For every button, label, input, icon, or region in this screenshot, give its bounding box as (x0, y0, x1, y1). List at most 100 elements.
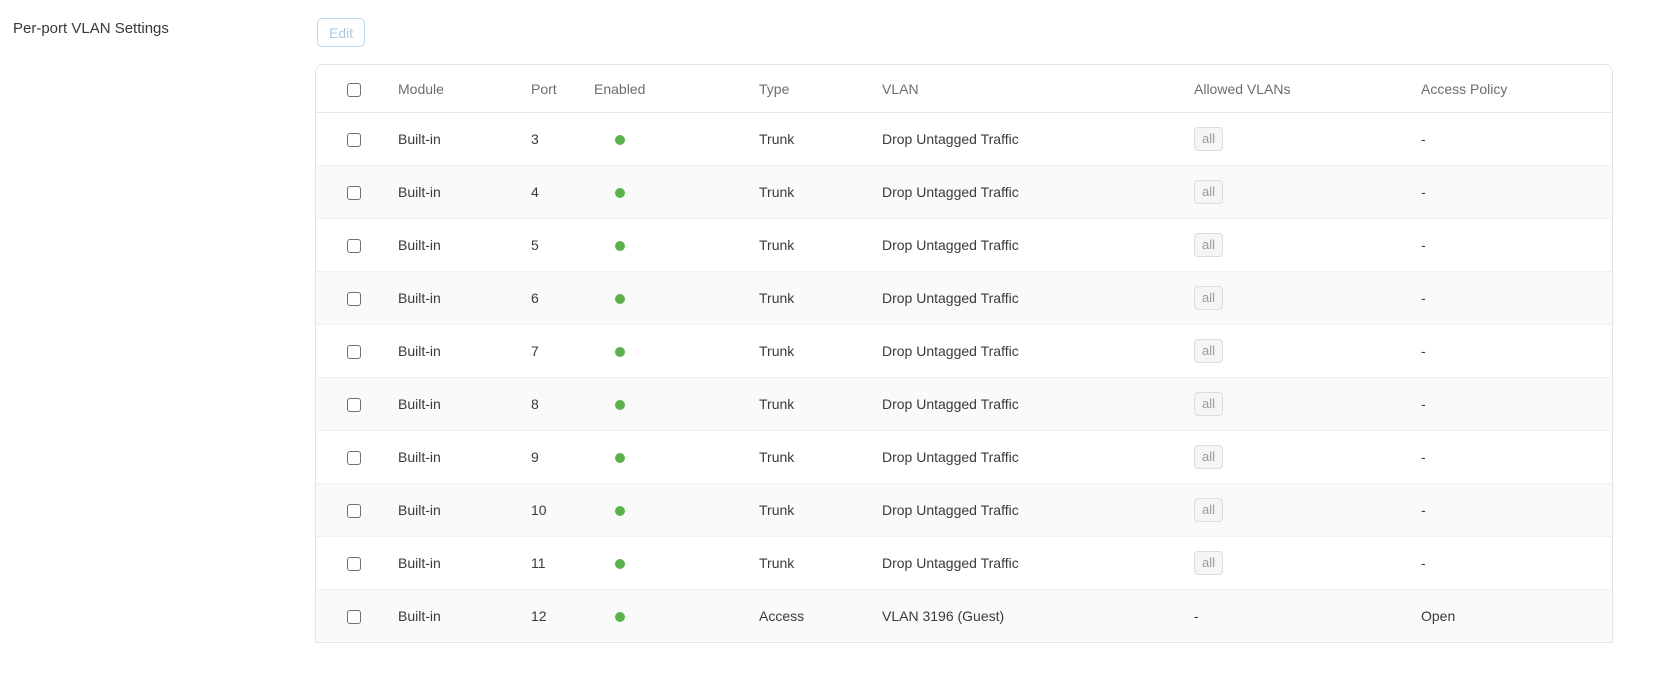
type-cell: Trunk (759, 483, 882, 537)
enabled-cell (594, 536, 759, 590)
table-row: Built-in 9 Trunk Drop Untagged Traffic a… (316, 430, 1612, 484)
port-cell: 6 (531, 271, 594, 325)
page-title: Per-port VLAN Settings (13, 20, 169, 37)
port-cell: 3 (531, 112, 594, 166)
module-cell: Built-in (398, 165, 531, 219)
row-checkbox[interactable] (347, 451, 361, 466)
port-cell: 7 (531, 324, 594, 378)
row-checkbox-cell (316, 377, 398, 431)
vlan-cell: Drop Untagged Traffic (882, 165, 1194, 219)
allowed-vlans-cell: all (1194, 377, 1421, 431)
table-row: Built-in 7 Trunk Drop Untagged Traffic a… (316, 324, 1612, 378)
row-checkbox[interactable] (347, 504, 361, 519)
row-checkbox[interactable] (347, 557, 361, 572)
type-cell: Trunk (759, 430, 882, 484)
vlan-cell: Drop Untagged Traffic (882, 430, 1194, 484)
vlan-cell: Drop Untagged Traffic (882, 483, 1194, 537)
access-policy-cell: Open (1421, 608, 1456, 624)
module-cell: Built-in (398, 483, 531, 537)
allowed-vlans-cell: all (1194, 430, 1421, 484)
column-header-type: Type (759, 65, 882, 113)
enabled-dot (615, 506, 625, 517)
access-policy-cell: - (1421, 430, 1612, 484)
table-body: Built-in 3 Trunk Drop Untagged Traffic a… (316, 112, 1612, 643)
enabled-dot (615, 559, 625, 570)
port-cell: 8 (531, 377, 594, 431)
port-cell: 10 (531, 483, 594, 537)
module-cell: Built-in (398, 324, 531, 378)
allowed-vlans-value: - (1194, 608, 1199, 624)
row-checkbox[interactable] (347, 186, 361, 201)
table-row: Built-in 3 Trunk Drop Untagged Traffic a… (316, 112, 1612, 166)
allowed-vlans-cell: all (1194, 165, 1421, 219)
module-cell: Built-in (398, 112, 531, 166)
module-cell: Built-in (398, 430, 531, 484)
allowed-vlans-cell: all (1194, 218, 1421, 272)
module-cell: Built-in (398, 377, 531, 431)
allowed-vlans-value: all (1194, 232, 1224, 258)
module-cell: Built-in (398, 536, 531, 590)
access-policy-cell: - (1421, 165, 1612, 219)
row-checkbox[interactable] (347, 133, 361, 148)
allowed-vlans-value: all (1194, 391, 1224, 417)
row-checkbox[interactable] (347, 239, 361, 254)
enabled-dot (615, 612, 625, 623)
column-header-enabled: Enabled (594, 65, 759, 113)
table-row: Built-in 6 Trunk Drop Untagged Traffic a… (316, 271, 1612, 325)
access-policy-cell: - (1421, 218, 1612, 272)
row-checkbox[interactable] (347, 345, 361, 360)
allowed-vlans-value: all (1194, 126, 1224, 152)
row-checkbox[interactable] (347, 398, 361, 413)
edit-button[interactable]: Edit (317, 18, 366, 47)
enabled-dot (615, 294, 625, 305)
allowed-vlans-value: all (1194, 444, 1224, 470)
type-cell: Access (759, 608, 805, 624)
enabled-dot (615, 241, 625, 252)
enabled-cell (594, 112, 759, 166)
enabled-dot (615, 400, 625, 411)
access-policy-cell: - (1421, 536, 1612, 590)
port-cell: 11 (531, 536, 594, 590)
row-checkbox-cell (316, 218, 398, 272)
port-cell: 5 (531, 218, 594, 272)
type-cell: Trunk (759, 218, 882, 272)
row-checkbox-cell (316, 430, 398, 484)
row-checkbox[interactable] (347, 610, 361, 625)
vlan-cell: Drop Untagged Traffic (882, 112, 1194, 166)
enabled-cell (594, 377, 759, 431)
column-header-access-policy: Access Policy (1421, 65, 1612, 113)
row-checkbox-cell (316, 590, 398, 643)
module-cell: Built-in (398, 218, 531, 272)
row-checkbox-cell (316, 112, 398, 166)
table-row: Built-in 8 Trunk Drop Untagged Traffic a… (316, 377, 1612, 431)
access-policy-cell: - (1421, 324, 1612, 378)
table-header: Module Port Enabled Type VLAN Allowed VL… (316, 65, 1612, 113)
vlan-cell: Drop Untagged Traffic (882, 271, 1194, 325)
enabled-dot (615, 347, 625, 358)
table-row: Built-in 5 Trunk Drop Untagged Traffic a… (316, 218, 1612, 272)
enabled-cell (594, 590, 759, 643)
enabled-cell (594, 430, 759, 484)
enabled-dot (615, 453, 625, 464)
allowed-vlans-cell: all (1194, 483, 1421, 537)
allowed-vlans-cell: - (1194, 590, 1421, 643)
access-policy-cell: - (1421, 112, 1612, 166)
module-cell: Built-in (398, 271, 531, 325)
row-checkbox-cell (316, 483, 398, 537)
table-row: Built-in 11 Trunk Drop Untagged Traffic … (316, 536, 1612, 590)
row-checkbox[interactable] (347, 292, 361, 307)
allowed-vlans-cell: all (1194, 536, 1421, 590)
header-checkbox-cell (316, 65, 398, 113)
row-checkbox-cell (316, 324, 398, 378)
allowed-vlans-cell: all (1194, 112, 1421, 166)
row-checkbox-cell (316, 536, 398, 590)
access-policy-cell: - (1421, 377, 1612, 431)
type-cell: Trunk (759, 536, 882, 590)
column-header-module: Module (398, 65, 531, 113)
vlan-cell: VLAN 3196 (Guest) (882, 608, 1005, 624)
enabled-cell (594, 483, 759, 537)
select-all-checkbox[interactable] (347, 82, 361, 97)
vlan-cell: Drop Untagged Traffic (882, 324, 1194, 378)
access-policy-cell: - (1421, 483, 1612, 537)
type-cell: Trunk (759, 271, 882, 325)
